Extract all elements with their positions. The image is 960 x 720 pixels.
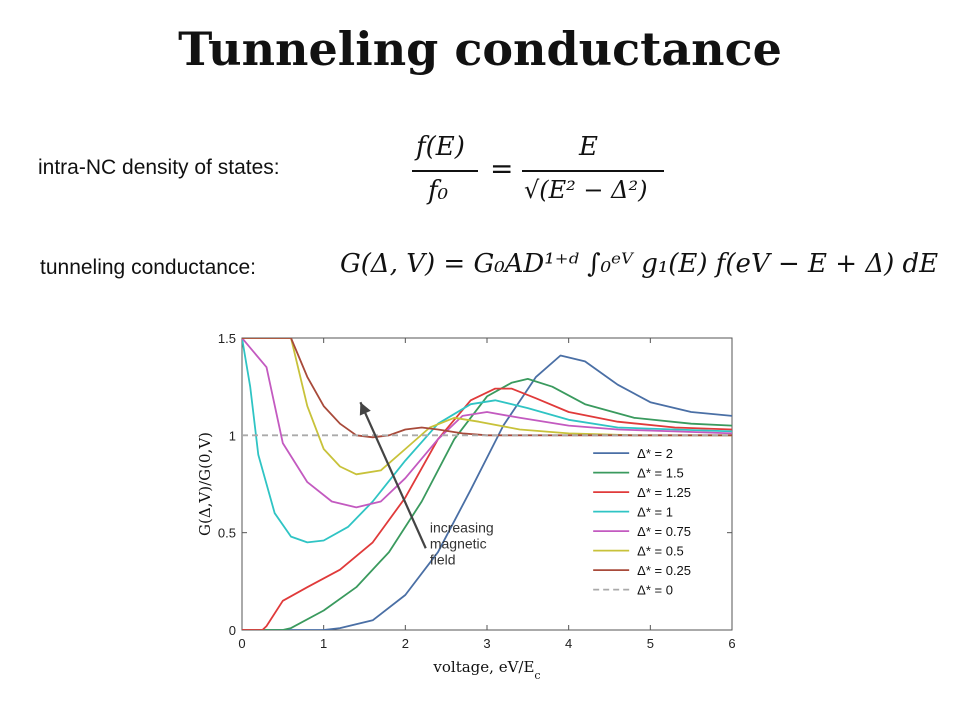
series-line-3 xyxy=(242,338,732,544)
eq1-lhs-denominator: f₀ xyxy=(428,176,449,206)
legend-box xyxy=(587,439,726,602)
x-tick-label: 6 xyxy=(728,636,735,651)
annotation-text: field xyxy=(430,552,456,568)
legend-entry: Δ* = 1.25 xyxy=(637,485,691,500)
conductance-equation: G(Δ, V) = G₀AD¹⁺ᵈ ∫₀ᵉⱽ g₁(E) f(eV − E + … xyxy=(334,229,938,305)
legend-entry: Δ* = 0 xyxy=(637,583,673,598)
x-tick-label: 2 xyxy=(402,636,409,651)
legend-entry: Δ* = 2 xyxy=(637,446,673,461)
dos-label: intra-NC density of states: xyxy=(38,156,280,179)
eq1-lhs-numerator: f(E) xyxy=(416,132,465,162)
conductance-chart: 0 1 2 3 4 5 6 0 0.5 1 1.5 voltage, eV/Ec G(Δ,V)/G(0,… xyxy=(196,331,736,682)
dos-equation: f(E) f₀ = E √(E² − Δ²) xyxy=(404,126,670,216)
x-tick-label: 5 xyxy=(647,636,654,651)
series-line-5 xyxy=(242,338,732,476)
y-tick-label: 1.5 xyxy=(218,331,236,346)
series-line-1 xyxy=(242,378,732,630)
series-line-4 xyxy=(242,338,732,509)
x-tick-label: 0 xyxy=(238,636,245,651)
series-group xyxy=(242,338,732,630)
y-axis-label: G(Δ,V)/G(0,V) xyxy=(196,432,214,536)
conductance-label: tunneling conductance: xyxy=(40,256,256,279)
eq1-rhs-fraction-bar xyxy=(522,170,664,172)
y-tick-label: 0.5 xyxy=(218,526,236,541)
eq2-text: G(Δ, V) = G₀AD¹⁺ᵈ ∫₀ᵉⱽ g₁(E) f(eV − E + … xyxy=(340,249,939,279)
annotation-arrow-head xyxy=(359,402,371,416)
x-axis-label: voltage, eV/Ec xyxy=(432,658,540,682)
legend-entry: Δ* = 0.75 xyxy=(637,524,691,539)
legend-entry: Δ* = 0.5 xyxy=(637,544,684,559)
eq1-equals: = xyxy=(490,152,514,185)
annotation-text: increasing xyxy=(430,520,494,536)
eq1-lhs-fraction-bar xyxy=(412,170,478,172)
slide-title: Tunneling conductance xyxy=(178,22,782,76)
eq1-rhs-denominator: √(E² − Δ²) xyxy=(524,176,648,204)
y-tick-label: 1 xyxy=(229,428,236,443)
eq1-rhs-numerator: E xyxy=(579,132,598,162)
y-tick-label: 0 xyxy=(229,623,236,638)
x-tick-label: 4 xyxy=(565,636,572,651)
x-tick-label: 3 xyxy=(483,636,490,651)
annotation-text: magnetic xyxy=(430,536,487,552)
legend-entry: Δ* = 0.25 xyxy=(637,563,691,578)
legend-entry: Δ* = 1.5 xyxy=(637,466,684,481)
annotation-arrow-shaft xyxy=(359,401,427,549)
x-tick-label: 1 xyxy=(320,636,327,651)
legend-entry: Δ* = 1 xyxy=(637,505,673,520)
